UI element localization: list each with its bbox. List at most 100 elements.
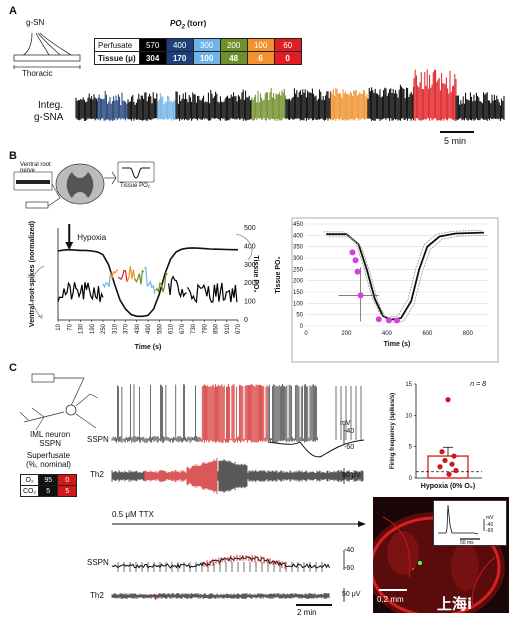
g-sn-label: g-SN xyxy=(26,18,45,27)
sspn-label-1: SSPN xyxy=(87,435,109,444)
x-tick-label: 850 xyxy=(214,323,220,334)
po2-cell: 60 xyxy=(273,38,302,52)
ttx-label: 0.5 μM TTX xyxy=(112,510,154,519)
data-point xyxy=(385,317,392,324)
y-axis-left-title: Ventral root spikes (normalized) xyxy=(29,221,36,327)
data-point xyxy=(394,317,400,324)
gas-value: 0 xyxy=(57,474,78,486)
left-curve-arrow xyxy=(30,265,45,319)
trace-segment xyxy=(127,92,158,121)
x-tick-label: 600 xyxy=(422,331,433,337)
th2-label-2: Th2 xyxy=(90,591,104,600)
x-tick-label: 10 xyxy=(56,323,62,330)
integ-label: Integ. xyxy=(38,100,64,111)
x-tick-label: 550 xyxy=(157,323,163,334)
y-right-tick-label: 300 xyxy=(244,262,256,269)
ttx-arrow xyxy=(112,521,366,527)
y-tick-label: 200 xyxy=(293,279,304,285)
inset-action-potential: mV -40 -60 50 ms xyxy=(433,500,507,546)
y-tick-label: 50 xyxy=(296,313,303,319)
bar-point xyxy=(451,453,457,459)
hypoxia-label: Hypoxia xyxy=(77,233,106,242)
x-tick-label: 310 xyxy=(112,323,118,334)
data-point xyxy=(349,249,356,256)
trace-segment xyxy=(75,93,99,121)
po2-row: Tissue (μ) 304 170 100 48 6 0 xyxy=(94,51,302,65)
bar-point xyxy=(439,449,445,455)
micro-scale-bar xyxy=(379,589,407,591)
mv-label-1: mV xyxy=(340,420,351,427)
x-tick-label: 610 xyxy=(169,323,175,334)
bar-point xyxy=(437,464,443,470)
watermark: 上海i xyxy=(437,595,473,613)
gas-name: O₂ xyxy=(19,474,40,486)
iml-neuron-label: IML neuron SSPN xyxy=(30,430,71,448)
trace-segment xyxy=(285,88,331,121)
panel-b-label: B xyxy=(9,150,17,162)
hypoxia-line-chart: 10 70 130 190 250 310 370 430 490 550 610 670 730 790… xyxy=(29,221,259,351)
y-tick-label: 0 xyxy=(300,324,304,330)
uv-label-1: 50 μV xyxy=(342,472,361,479)
x-tick-label: 400 xyxy=(382,331,393,337)
bar-y-tick-label: 10 xyxy=(405,413,412,419)
right-curve-arrow xyxy=(235,233,253,261)
po2-cell: 304 xyxy=(138,51,167,65)
scale-label-a: 5 min xyxy=(444,136,467,146)
po2-cell: 100 xyxy=(192,51,221,65)
y-tick-label: 400 xyxy=(293,233,304,239)
sspn-th2-traces-hypoxia xyxy=(111,384,365,495)
th2-label-1: Th2 xyxy=(90,470,104,479)
y-tick-label: 250 xyxy=(293,267,304,273)
superfusate-label: Superfusate (%, nominal) xyxy=(26,451,71,469)
inset-scale: 50 ms xyxy=(460,540,474,546)
po2-cell: 400 xyxy=(165,38,194,52)
mv-bottom-2: -60 xyxy=(344,565,355,572)
y-tick-label: 150 xyxy=(293,290,304,296)
x-tick-label: 800 xyxy=(463,331,474,337)
x-tick-label: 250 xyxy=(101,323,107,334)
tissue-po2-scatter-chart: 0 50 100 150 200 250 300 350 400 450 0 200 400 600 800… xyxy=(275,217,499,363)
y-tick-label: 450 xyxy=(293,222,304,228)
bar-point xyxy=(446,471,452,477)
x-tick-label: 130 xyxy=(79,323,85,334)
gas-name: CO₂ xyxy=(19,485,40,497)
x-tick-label: 970 xyxy=(236,323,242,334)
spike-segment xyxy=(186,282,238,304)
x-tick-label: 910 xyxy=(225,323,231,334)
x-tick-label: 670 xyxy=(180,323,186,334)
trace-segment xyxy=(367,84,415,121)
bar-category-label: Hypoxia (0% O₂) xyxy=(421,483,475,490)
spike-segment xyxy=(168,275,187,299)
ventral-root-label: Ventral root nerve xyxy=(20,162,51,174)
y-right-tick-label: 100 xyxy=(244,299,256,306)
po2-cell: 300 xyxy=(192,38,221,52)
po2-row: Perfusate 570 400 300 200 100 60 xyxy=(94,38,302,52)
th2-ttx-red xyxy=(153,593,167,601)
bar-point xyxy=(442,457,448,464)
spike-segment xyxy=(102,273,112,289)
spinal-nerve-schematic xyxy=(13,32,81,69)
x-tick-label: 430 xyxy=(135,323,141,334)
y-right-tick-label: 500 xyxy=(244,225,256,232)
fit-line-upper xyxy=(329,234,488,323)
gas-row: CO₂ 5 5 xyxy=(19,485,78,497)
scale-bar-a xyxy=(440,131,474,133)
trace-segment xyxy=(157,93,176,121)
gsna-trace xyxy=(75,69,505,121)
x-tick-label: 370 xyxy=(124,323,130,334)
n-label: n = 8 xyxy=(470,381,486,388)
po2-cell: 570 xyxy=(138,38,167,52)
spike-segment xyxy=(109,269,119,281)
data-point xyxy=(357,292,364,299)
x-tick-label: 70 xyxy=(67,323,73,330)
uv-label-2: 50 μV xyxy=(342,591,361,598)
mv-bottom-1: -60 xyxy=(344,444,355,451)
sspn-ttx-red xyxy=(203,554,286,569)
gas-value: 95 xyxy=(38,474,59,486)
y-tick-label: 300 xyxy=(293,256,304,262)
po2-header: PO2 (torr) xyxy=(170,19,207,31)
sspn-baseline xyxy=(267,439,365,458)
x-axis-title: Time (s) xyxy=(135,344,162,351)
th2-trace-black xyxy=(111,459,364,493)
trace-segment xyxy=(251,88,287,121)
